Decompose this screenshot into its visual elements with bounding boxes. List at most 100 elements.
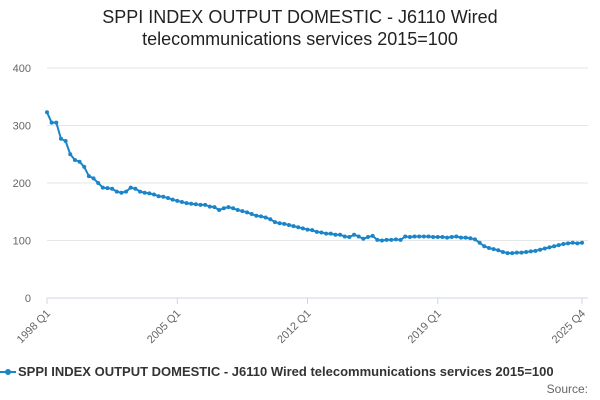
data-point [347, 235, 352, 240]
data-point [491, 247, 496, 252]
data-point [300, 226, 305, 231]
y-tick-label: 100 [13, 236, 31, 248]
data-point [580, 240, 584, 245]
data-point [124, 189, 129, 194]
data-point [575, 241, 580, 246]
data-point [477, 240, 482, 245]
data-point [82, 164, 87, 169]
data-point [510, 251, 515, 256]
data-point [45, 110, 49, 115]
data-point [496, 248, 501, 253]
data-point [184, 201, 189, 206]
data-point [100, 185, 105, 190]
source-note: Source: [546, 382, 588, 396]
data-point [249, 212, 254, 217]
data-point [96, 181, 101, 185]
data-point [403, 234, 408, 239]
data-point [319, 230, 324, 235]
data-point [305, 227, 310, 232]
data-point [231, 206, 236, 211]
data-point [128, 185, 133, 190]
chart-title-line-1: SPPI INDEX OUTPUT DOMESTIC - J6110 Wired [102, 7, 498, 27]
data-point [86, 174, 91, 179]
data-point [138, 189, 143, 194]
data-point [291, 224, 296, 229]
data-point [54, 120, 59, 125]
legend[interactable]: SPPI INDEX OUTPUT DOMESTIC - J6110 Wired… [0, 362, 600, 382]
data-point [552, 244, 557, 249]
data-point [105, 186, 110, 191]
data-point [114, 189, 119, 194]
data-point [505, 251, 510, 256]
data-point [328, 231, 333, 236]
data-point [179, 199, 184, 204]
data-point [235, 208, 240, 213]
data-point [514, 250, 519, 255]
data-point [454, 234, 459, 239]
data-point [342, 234, 347, 239]
data-point [165, 195, 170, 200]
data-point [412, 234, 417, 239]
data-point [440, 235, 445, 240]
data-point [272, 220, 277, 225]
data-point [296, 225, 301, 230]
data-point [324, 231, 329, 236]
data-point [286, 222, 291, 227]
data-point [482, 244, 487, 249]
data-point [468, 236, 473, 241]
data-point [207, 204, 212, 209]
data-point [421, 234, 426, 239]
data-point [426, 234, 431, 239]
data-point [133, 186, 138, 191]
data-point [147, 191, 152, 196]
data-point [63, 139, 68, 144]
data-point [473, 237, 477, 242]
data-point [240, 209, 245, 214]
data-point [379, 238, 384, 243]
data-point [175, 198, 180, 203]
x-tick-label: 2005 Q1 [145, 308, 183, 346]
data-point [212, 205, 217, 210]
data-point [77, 159, 82, 164]
data-point [407, 235, 412, 240]
data-point [556, 243, 561, 248]
data-point [398, 237, 403, 242]
data-point [119, 190, 124, 195]
data-point [486, 245, 491, 250]
data-point [277, 221, 282, 226]
data-point [259, 214, 263, 219]
legend-series-label: SPPI INDEX OUTPUT DOMESTIC - J6110 Wired… [18, 364, 554, 379]
data-point [68, 152, 73, 157]
chart-title: SPPI INDEX OUTPUT DOMESTIC - J6110 Wired… [0, 6, 600, 50]
data-point [142, 190, 147, 195]
data-point [435, 235, 440, 240]
data-point [152, 192, 156, 197]
data-point [49, 120, 54, 125]
data-point [389, 237, 394, 242]
data-point [161, 194, 166, 199]
data-point [72, 158, 77, 162]
data-point [463, 235, 468, 240]
data-point [524, 250, 529, 254]
data-point [198, 202, 203, 207]
data-point [366, 235, 370, 240]
data-point [361, 236, 366, 241]
data-point [314, 229, 319, 234]
data-point [384, 237, 389, 242]
data-point [156, 194, 161, 199]
y-tick-label: 400 [13, 63, 31, 75]
data-point [226, 205, 231, 210]
data-point [561, 241, 566, 246]
data-point [356, 234, 361, 239]
data-point [170, 197, 175, 202]
x-tick-label: 2025 Q4 [550, 308, 588, 346]
data-point [393, 237, 398, 242]
data-point [528, 249, 533, 254]
y-tick-label: 300 [13, 121, 31, 133]
data-point [282, 221, 287, 226]
data-point [459, 235, 464, 240]
y-tick-label: 200 [13, 178, 31, 190]
data-point [445, 235, 450, 240]
data-point [538, 247, 543, 252]
data-point [245, 210, 250, 215]
